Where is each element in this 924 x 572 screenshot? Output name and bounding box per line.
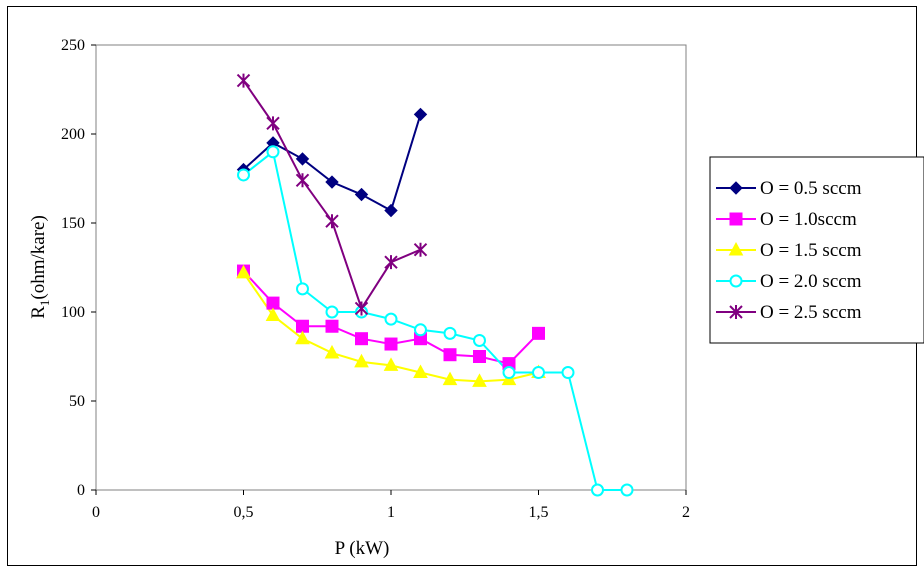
data-point-series-4 <box>591 483 604 497</box>
data-point-series-4 <box>266 145 280 159</box>
series-group <box>236 73 634 497</box>
data-point-series-2 <box>384 337 398 351</box>
data-point-series-4 <box>414 323 427 337</box>
legend-label: O = 0.5 sccm <box>760 178 862 199</box>
data-point-series-4 <box>384 312 398 326</box>
data-point-series-5 <box>325 214 339 229</box>
legend-marker <box>728 241 744 256</box>
data-point-series-4 <box>325 305 339 319</box>
legend: O = 0.5 sccm O = 1.0sccm O = 1.5 sccm O = 2… <box>716 178 862 323</box>
y-tick-label: 250 <box>61 37 85 54</box>
data-point-series-5 <box>384 255 398 270</box>
data-point-series-3 <box>472 373 487 387</box>
data-point-series-4 <box>532 366 545 380</box>
data-point-series-5 <box>295 173 310 188</box>
data-point-series-5 <box>236 73 251 88</box>
y-tick-label: 0 <box>77 482 85 499</box>
data-point-series-4 <box>473 333 486 347</box>
data-point-series-4 <box>620 483 634 497</box>
legend-label: O = 2.5 sccm <box>760 302 862 323</box>
data-point-series-1 <box>384 203 398 218</box>
data-point-series-3 <box>354 353 369 368</box>
data-point-series-1 <box>413 107 428 122</box>
data-point-series-1 <box>325 175 339 189</box>
data-point-series-3 <box>442 371 458 386</box>
data-point-series-2 <box>325 319 339 333</box>
x-tick-label: 0 <box>92 504 100 521</box>
legend-marker <box>729 305 743 319</box>
x-tick-label: 0,5 <box>234 504 254 521</box>
data-point-series-1 <box>354 187 369 202</box>
data-point-series-5 <box>266 116 280 131</box>
y-tick-label: 100 <box>61 304 85 321</box>
data-point-series-2 <box>443 348 457 362</box>
data-point-series-2 <box>473 350 486 363</box>
legend-marker <box>729 212 743 226</box>
legend-label: O = 1.5 sccm <box>760 240 862 261</box>
data-point-series-3 <box>383 357 399 371</box>
data-point-series-4 <box>443 326 457 340</box>
data-point-series-3 <box>324 344 340 359</box>
y-tick-label: 200 <box>61 126 85 143</box>
data-point-series-2 <box>266 296 280 310</box>
data-point-series-4 <box>561 366 575 380</box>
y-axis-title: R1(ohm/kare) <box>28 215 52 319</box>
data-point-series-5 <box>354 301 369 316</box>
data-point-series-4 <box>502 366 516 380</box>
data-point-series-1 <box>295 152 310 166</box>
legend-label: O = 2.0 sccm <box>760 271 862 292</box>
data-point-series-2 <box>296 319 309 333</box>
x-tick-label: 1 <box>387 504 395 521</box>
data-point-series-2 <box>532 326 545 340</box>
data-point-series-4 <box>237 168 250 182</box>
x-tick-label: 1,5 <box>529 504 549 521</box>
legend-marker <box>729 181 743 195</box>
data-point-series-3 <box>265 307 281 322</box>
legend-marker <box>729 274 743 288</box>
y-tick-label: 150 <box>61 215 85 232</box>
data-point-series-2 <box>355 332 368 346</box>
legend-label: O = 1.0sccm <box>760 209 857 230</box>
x-tick-label: 2 <box>682 504 690 521</box>
data-point-series-5 <box>413 242 428 257</box>
data-point-series-3 <box>295 330 310 345</box>
data-point-series-3 <box>236 264 251 279</box>
axis-ticks: 0 50 100 150 200 250 0 0,5 1 1,5 2 <box>61 37 690 521</box>
x-axis-title: P (kW) <box>335 538 390 559</box>
y-tick-label: 50 <box>69 393 85 410</box>
data-point-series-3 <box>413 364 428 379</box>
data-point-series-4 <box>296 282 309 296</box>
